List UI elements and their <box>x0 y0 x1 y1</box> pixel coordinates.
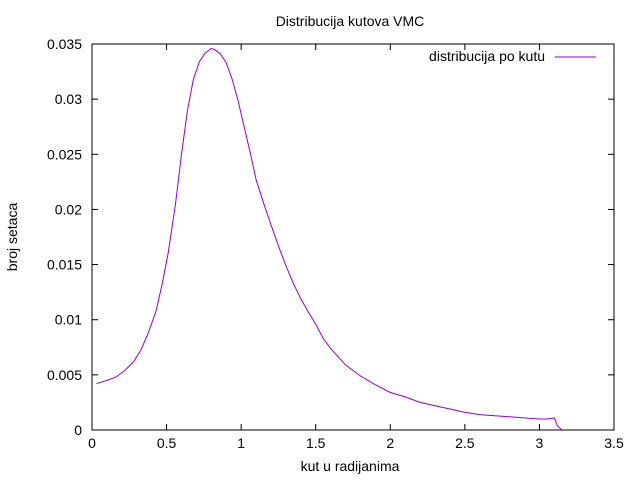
series-line <box>96 47 563 431</box>
chart-title: Distribucija kutova VMC <box>276 13 425 29</box>
series-layer <box>96 47 563 431</box>
y-tick-label: 0.01 <box>55 312 82 328</box>
x-tick-label: 1 <box>237 435 245 451</box>
y-axis: 0 0.005 0.01 0.015 0.02 0.025 0.03 0.035 <box>47 36 614 438</box>
y-tick-label: 0.03 <box>55 91 82 107</box>
y-axis-label: broj setaca <box>4 203 20 272</box>
y-tick-label: 0.025 <box>47 146 82 162</box>
x-tick-label: 2 <box>386 435 394 451</box>
y-tick-label: 0.035 <box>47 36 82 52</box>
x-tick-label: 3.5 <box>604 435 624 451</box>
x-tick-label: 1.5 <box>306 435 326 451</box>
y-tick-label: 0.02 <box>55 201 82 217</box>
x-tick-label: 0.5 <box>157 435 177 451</box>
x-tick-label: 3 <box>536 435 544 451</box>
y-tick-label: 0 <box>74 422 82 438</box>
legend: distribucija po kutu <box>429 48 596 64</box>
x-axis-label: kut u radijanima <box>301 458 400 474</box>
x-tick-label: 2.5 <box>455 435 475 451</box>
legend-label: distribucija po kutu <box>429 48 545 64</box>
y-tick-label: 0.005 <box>47 367 82 383</box>
x-tick-label: 0 <box>88 435 96 451</box>
x-axis: 0 0.5 1 1.5 2 2.5 3 3.5 <box>88 44 624 451</box>
plot-frame <box>91 43 615 431</box>
y-tick-label: 0.015 <box>47 257 82 273</box>
